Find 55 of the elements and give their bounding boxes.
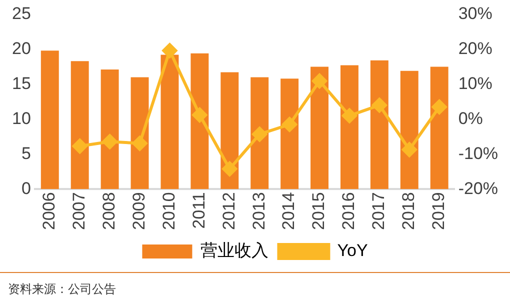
y2-tick-label: 30% (458, 4, 492, 23)
y2-tick-label: 10% (458, 74, 492, 93)
y2-tick-label: 0% (458, 108, 483, 128)
point (372, 98, 387, 113)
point (72, 138, 88, 154)
y-tick-label: 25 (12, 4, 31, 23)
x-tick-label: 2012 (219, 192, 238, 230)
bar (250, 77, 269, 190)
point (402, 142, 417, 158)
y-tick-label: 10 (12, 108, 31, 128)
point (102, 134, 118, 150)
point (432, 99, 447, 114)
x-tick-label: 2015 (309, 192, 328, 230)
bar (280, 78, 299, 190)
point (342, 108, 357, 124)
legend-label: 营业收入 (200, 241, 269, 260)
y-tick-label: 20 (12, 38, 31, 58)
point (282, 116, 298, 132)
bar (40, 50, 59, 190)
bar (340, 65, 358, 190)
x-tick-label: 2014 (279, 192, 298, 230)
x-tick-label: 2011 (189, 192, 208, 229)
bar (160, 54, 179, 190)
x-tick-label: 2013 (249, 192, 268, 230)
legend-label: YoY (337, 241, 368, 260)
bar (70, 61, 89, 190)
x-tick-label: 2017 (369, 192, 388, 230)
x-tick-label: 2019 (429, 192, 448, 230)
x-tick-label: 2009 (129, 192, 148, 230)
y2-tick-label: 20% (458, 38, 492, 58)
point (312, 74, 328, 89)
y-tick-label: 0 (21, 178, 31, 198)
bar (190, 53, 209, 190)
bar (310, 66, 328, 190)
x-tick-label: 2016 (339, 192, 358, 230)
bar (100, 69, 119, 190)
x-tick-label: 2008 (99, 192, 118, 230)
y2-tick-label: -20% (458, 178, 498, 198)
point (132, 136, 148, 151)
x-tick-label: 2010 (159, 192, 178, 230)
point (222, 161, 238, 176)
y-tick-label: 5 (21, 144, 31, 163)
bar (220, 72, 239, 190)
bar (400, 70, 418, 190)
point (162, 43, 178, 58)
x-tick-label: 2006 (40, 192, 59, 230)
bar (370, 60, 388, 190)
y-tick-label: 15 (12, 74, 31, 93)
x-tick-label: 2007 (70, 192, 89, 230)
point (252, 126, 268, 142)
bar (430, 66, 448, 190)
x-tick-label: 2018 (399, 192, 418, 230)
point (192, 107, 208, 122)
text: 资料来源：公司公告 (8, 281, 116, 298)
y2-tick-label: -10% (458, 144, 498, 163)
